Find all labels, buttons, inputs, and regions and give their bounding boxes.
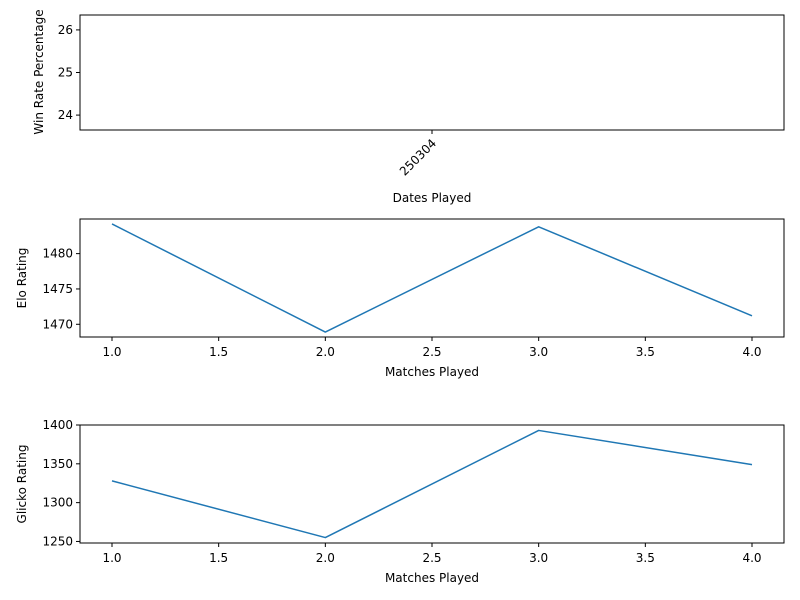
elo-y-axis-label: Elo Rating bbox=[15, 248, 29, 309]
elo-x-tick-label: 3.5 bbox=[636, 345, 655, 359]
elo-x-tick-label: 4.0 bbox=[742, 345, 761, 359]
elo-x-tick-label: 1.0 bbox=[102, 345, 121, 359]
glicko-y-tick-label: 1300 bbox=[42, 496, 73, 510]
glicko-x-tick-label: 2.5 bbox=[422, 551, 441, 565]
winrate-y-tick-label: 25 bbox=[58, 66, 73, 80]
glicko-x-tick-label: 3.5 bbox=[636, 551, 655, 565]
glicko-series bbox=[111, 429, 753, 539]
winrate-y-axis-label: Win Rate Percentage bbox=[32, 9, 46, 134]
winrate-y-tick-label: 24 bbox=[58, 108, 73, 122]
winrate-y-ticks: 24 25 26 bbox=[58, 23, 80, 122]
glicko-x-axis-label: Matches Played bbox=[385, 571, 479, 585]
glicko-x-ticks: 1.0 1.5 2.0 2.5 3.0 3.5 4.0 bbox=[102, 543, 762, 565]
glicko-x-tick-label: 1.5 bbox=[209, 551, 228, 565]
glicko-x-tick-label: 1.0 bbox=[102, 551, 121, 565]
glicko-series-line bbox=[111, 429, 753, 539]
winrate-y-tick-label: 26 bbox=[58, 23, 73, 37]
elo-x-tick-label: 2.5 bbox=[422, 345, 441, 359]
glicko-x-tick-label: 2.0 bbox=[316, 551, 335, 565]
elo-y-ticks: 1470 1475 1480 bbox=[42, 247, 80, 331]
elo-y-tick-label: 1470 bbox=[42, 317, 73, 331]
glicko-panel: 1250 1300 1350 1400 1.0 1.5 2.0 2.5 3.0 3.5 4.0 M… bbox=[15, 418, 785, 585]
elo-x-tick-label: 2.0 bbox=[316, 345, 335, 359]
glicko-y-tick-label: 1350 bbox=[42, 457, 73, 471]
elo-series bbox=[111, 223, 753, 333]
glicko-y-ticks: 1250 1300 1350 1400 bbox=[42, 418, 80, 548]
glicko-y-axis-label: Glicko Rating bbox=[15, 445, 29, 524]
elo-x-axis-label: Matches Played bbox=[385, 365, 479, 379]
elo-y-tick-label: 1480 bbox=[42, 247, 73, 261]
elo-series-line bbox=[111, 223, 753, 333]
elo-x-ticks: 1.0 1.5 2.0 2.5 3.0 3.5 4.0 bbox=[102, 337, 762, 359]
winrate-x-axis-label: Dates Played bbox=[393, 191, 472, 205]
elo-y-tick-label: 1475 bbox=[42, 282, 73, 296]
elo-panel: 1470 1475 1480 1.0 1.5 2.0 2.5 3.0 3.5 4.0 Match… bbox=[15, 218, 785, 379]
glicko-y-tick-label: 1250 bbox=[42, 534, 73, 548]
glicko-y-tick-label: 1400 bbox=[42, 418, 73, 432]
glicko-x-tick-label: 3.0 bbox=[529, 551, 548, 565]
elo-x-tick-label: 3.0 bbox=[529, 345, 548, 359]
glicko-x-tick-label: 4.0 bbox=[742, 551, 761, 565]
elo-x-tick-label: 1.5 bbox=[209, 345, 228, 359]
